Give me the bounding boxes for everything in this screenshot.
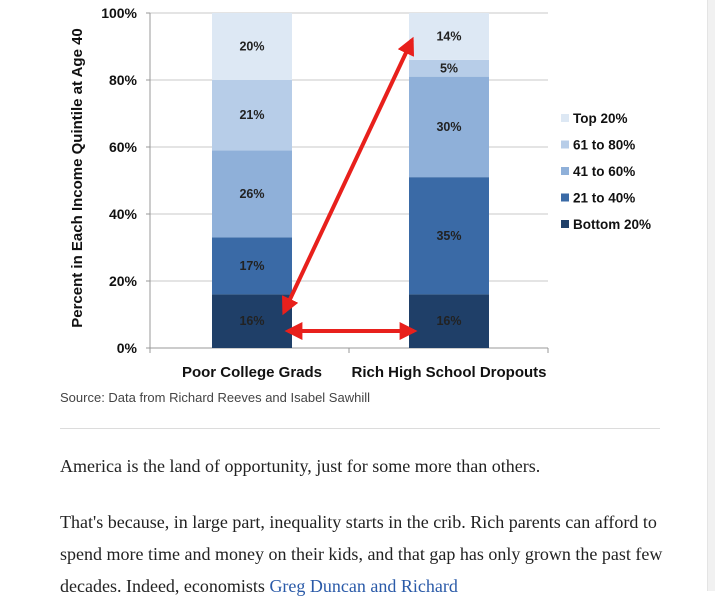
data-label: 16% (239, 314, 264, 328)
y-tick-label: 60% (109, 139, 138, 155)
data-label: 35% (436, 229, 461, 243)
legend-label: 41 to 60% (573, 164, 635, 179)
article-paragraph-2: That's because, in large part, inequalit… (60, 506, 670, 602)
data-label: 26% (239, 187, 264, 201)
data-label: 14% (436, 29, 461, 43)
y-tick-label: 100% (101, 5, 137, 21)
bar-segment (409, 59, 489, 77)
data-label: 21% (239, 108, 264, 122)
bar-segment (409, 294, 489, 348)
data-label: 17% (239, 259, 264, 273)
bar-segment (212, 80, 292, 151)
legend-label: Top 20% (573, 111, 628, 126)
y-tick-label: 40% (109, 206, 138, 222)
y-tick-label: 20% (109, 273, 138, 289)
economists-link[interactable]: Greg Duncan and Richard (269, 576, 458, 596)
legend-label: 21 to 40% (573, 191, 635, 206)
x-category-label: Rich High School Dropouts (352, 364, 547, 381)
diagonal-arrow (281, 36, 415, 316)
legend-label: Bottom 20% (573, 217, 651, 232)
legend-swatch (561, 167, 569, 175)
bar-segment (212, 294, 292, 348)
x-category-label: Poor College Grads (182, 364, 322, 381)
legend-label: 61 to 80% (573, 138, 635, 153)
bar-segment (409, 76, 489, 178)
data-label: 30% (436, 120, 461, 134)
bar-segment (212, 13, 292, 80)
legend-swatch (561, 114, 569, 122)
y-tick-label: 80% (109, 72, 138, 88)
legend-swatch (561, 193, 569, 202)
bar-segment (409, 177, 489, 295)
scrollbar[interactable] (707, 0, 715, 591)
article-paragraph-1: America is the land of opportunity, just… (60, 456, 541, 476)
y-tick-label: 0% (117, 340, 138, 356)
y-axis-label: Percent in Each Income Quintile at Age 4… (69, 28, 86, 328)
data-label: 16% (436, 314, 461, 328)
legend-swatch (561, 140, 569, 149)
chart-source: Source: Data from Richard Reeves and Isa… (60, 390, 370, 405)
stacked-bar-chart: 0% 20% 40% 60% 80% 100% Percent in Each Income… (69, 5, 651, 381)
bar-segment (212, 150, 292, 238)
data-label: 5% (440, 61, 458, 75)
bar-segment (409, 13, 489, 60)
divider (60, 428, 660, 429)
legend-swatch (561, 220, 569, 228)
data-label: 20% (239, 40, 264, 54)
bar-segment (212, 237, 292, 295)
